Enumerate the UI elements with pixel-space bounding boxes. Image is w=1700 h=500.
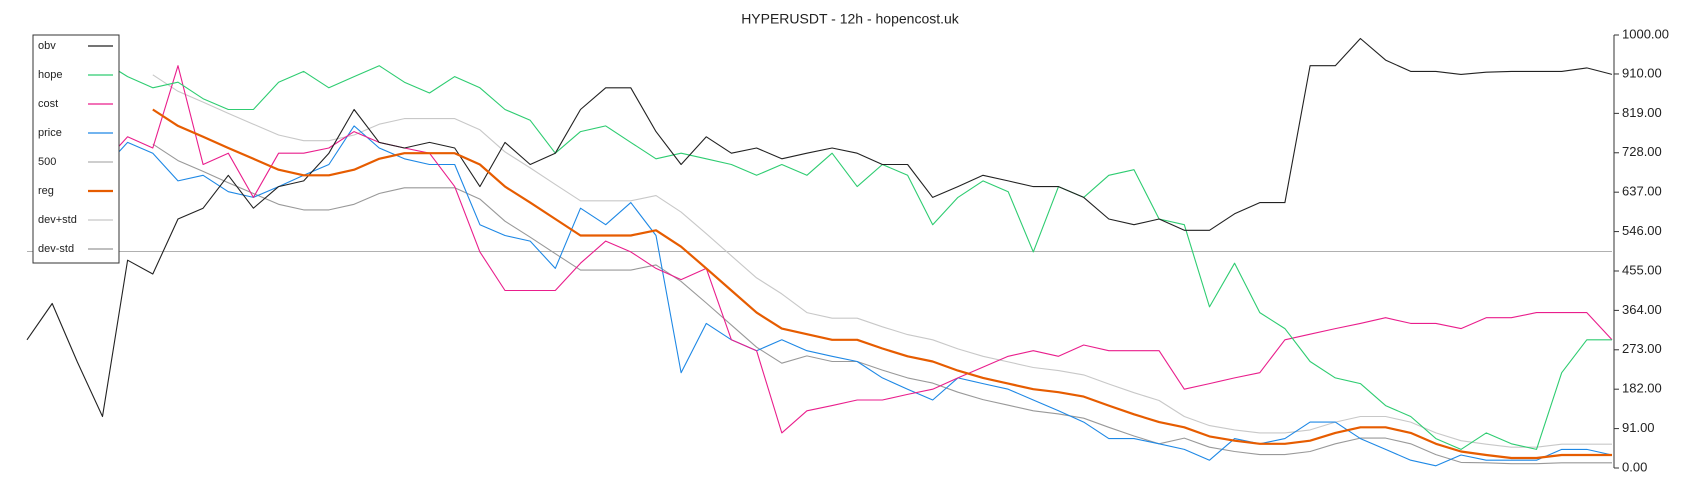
legend-label: 500 <box>38 156 56 168</box>
y-tick-label: 637.00 <box>1622 184 1662 199</box>
series-line <box>102 65 1613 434</box>
legend-label: cost <box>38 98 58 110</box>
y-tick-label: 455.00 <box>1622 262 1662 277</box>
y-tick-label: 273.00 <box>1622 341 1662 356</box>
legend-label: dev+std <box>38 214 77 226</box>
y-tick-label: 182.00 <box>1622 381 1662 396</box>
y-tick-label: 910.00 <box>1622 65 1662 80</box>
y-tick-label: 728.00 <box>1622 144 1662 159</box>
y-tick-label: 0.00 <box>1622 459 1647 474</box>
y-tick-label: 546.00 <box>1622 223 1662 238</box>
legend-label: obv <box>38 40 56 52</box>
y-tick-label: 364.00 <box>1622 302 1662 317</box>
series-line <box>152 143 1612 465</box>
series-line <box>102 125 1613 467</box>
legend-box <box>32 34 120 264</box>
series-line <box>152 108 1612 460</box>
legend-label: price <box>38 127 62 139</box>
y-tick-label: 819.00 <box>1622 105 1662 120</box>
series-line <box>152 74 1612 448</box>
y-tick-label: 91.00 <box>1622 420 1655 435</box>
series-line <box>102 60 1612 450</box>
y-tick-label: 1000.00 <box>1622 26 1669 41</box>
series-line <box>26 37 1613 418</box>
legend-label: hope <box>38 69 62 81</box>
legend-label: dev-std <box>38 243 74 255</box>
chart-title: HYPERUSDT - 12h - hopencost.uk <box>741 11 960 27</box>
legend-label: reg <box>38 185 54 197</box>
